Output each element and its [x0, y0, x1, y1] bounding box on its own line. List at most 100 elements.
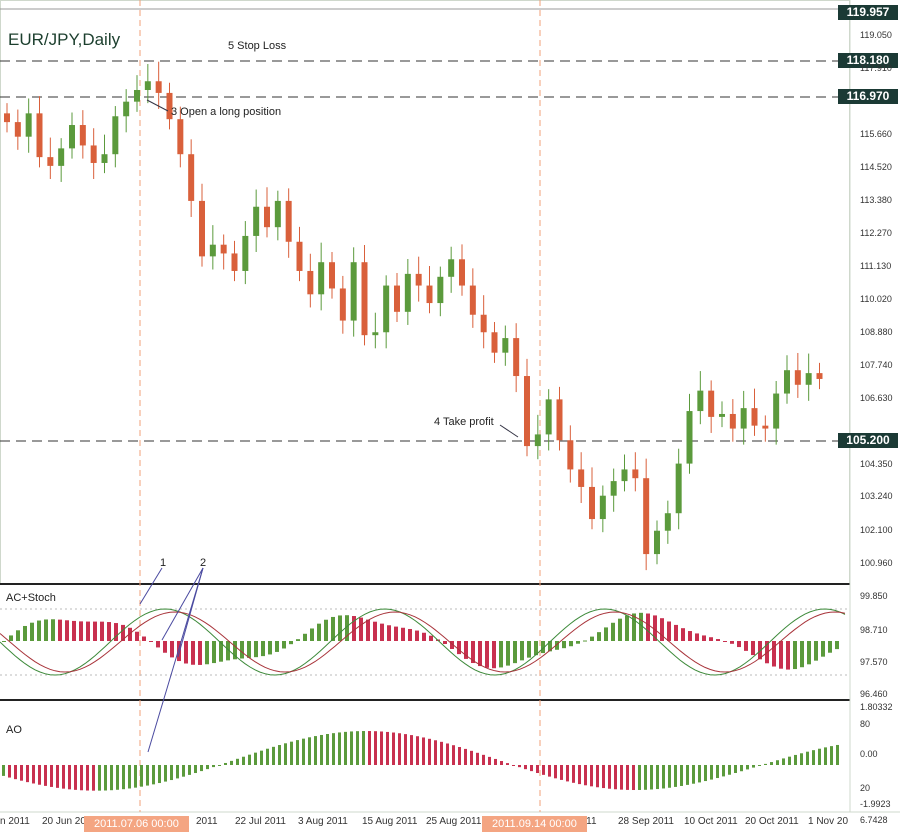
ao-bar	[356, 731, 359, 765]
ac-stoch-tick-label: 97.570	[860, 657, 888, 667]
ac-bar	[499, 641, 503, 668]
date-tick-label: 25 Aug 2011	[426, 816, 482, 827]
ac-bar	[317, 623, 321, 641]
ao-bar	[560, 765, 563, 780]
ac-bar	[394, 626, 398, 641]
ao-bar	[638, 765, 641, 790]
price-tick-label: 115.660	[860, 128, 892, 139]
ao-bar	[548, 765, 551, 777]
price-tick-label: 117.910	[860, 63, 892, 74]
ao-bar	[278, 745, 281, 765]
ao-bar	[416, 736, 419, 765]
annotation-open-long: 3 Open a long position	[171, 106, 282, 118]
ao-bar	[26, 765, 29, 783]
ac-bar	[345, 615, 349, 641]
candle-down	[589, 486, 595, 520]
ac-bar	[597, 632, 601, 641]
ao-bar	[248, 754, 251, 765]
ao-bar	[374, 731, 377, 765]
ao-bar	[20, 765, 23, 781]
candle-up	[534, 434, 541, 447]
ao-bar	[728, 765, 731, 775]
annotation-take-profit: 4 Take profit	[434, 416, 494, 428]
ac-bar	[569, 641, 573, 647]
ac-bar	[93, 621, 97, 641]
ao-bar	[698, 765, 701, 783]
ao-bar	[764, 763, 767, 765]
ao-bar	[494, 758, 497, 765]
ac-bar	[191, 641, 195, 665]
ac-bar	[149, 641, 153, 642]
ao-bar	[692, 765, 695, 784]
candle-down	[329, 262, 335, 289]
ac-bar	[9, 635, 13, 641]
ac-bar	[387, 625, 391, 641]
ac-bar	[835, 641, 839, 650]
candle-up	[58, 148, 65, 166]
candle-down	[632, 469, 639, 479]
ac-bar	[44, 619, 48, 641]
ao-bar	[626, 765, 629, 790]
ac-bar	[240, 641, 244, 659]
ac-bar	[639, 612, 643, 641]
ao-bar	[608, 765, 611, 789]
ao-bar	[566, 765, 569, 782]
ac-bar	[23, 625, 27, 641]
ac-bar	[338, 615, 342, 641]
ac-bar	[114, 623, 118, 641]
date-tick-label: 1 Nov 20	[808, 816, 849, 827]
ao-bar	[62, 765, 65, 789]
ao-bar	[398, 733, 401, 765]
ac-bar	[212, 641, 216, 664]
price-tick-label: 113.380	[860, 195, 892, 206]
ac-bar	[100, 621, 104, 641]
ao-bar	[686, 765, 689, 785]
price-badge-open: 116.970	[838, 89, 898, 104]
ac-bar	[632, 613, 636, 641]
ao-bar	[746, 765, 749, 770]
ao-bar	[656, 765, 659, 790]
ao-bar	[50, 765, 53, 787]
ac-bar	[702, 635, 706, 641]
candle-up	[448, 259, 455, 277]
ao-bar	[458, 747, 461, 765]
ao-bar	[110, 765, 113, 791]
ac-bar	[177, 641, 181, 662]
ao-bar	[14, 765, 17, 780]
date-tick-label: 15 Aug 2011	[362, 816, 418, 827]
ao-bar	[662, 765, 665, 789]
ac-bar	[324, 619, 328, 641]
candle-up	[773, 393, 780, 429]
ao-bar	[770, 762, 773, 765]
ac-bar	[660, 618, 664, 641]
ao-bar	[644, 765, 647, 790]
chart-title: EUR/JPY,Daily	[8, 30, 121, 49]
ao-bar	[410, 735, 413, 765]
ac-bar	[163, 641, 167, 653]
ao-bar	[710, 765, 713, 780]
ao-bar	[752, 765, 755, 768]
candle-up	[697, 390, 704, 412]
candle-up	[545, 399, 552, 435]
candle-up	[383, 285, 390, 333]
ao-bar	[254, 752, 257, 765]
ac-bar	[779, 641, 783, 669]
ac-bar	[156, 641, 160, 648]
price-tick-label: 104.350	[860, 459, 893, 470]
ac-bar	[366, 619, 370, 641]
ac-bar	[786, 641, 790, 670]
candle-down	[339, 288, 346, 321]
ac-bar	[37, 620, 41, 641]
ac-bar	[737, 641, 741, 648]
ac-bar	[604, 627, 608, 641]
date-tick-label: 2011	[196, 816, 218, 827]
ao-bar	[272, 746, 275, 765]
arrow-2c	[147, 567, 204, 753]
ao-bar	[602, 765, 605, 789]
price-tick-label: 114.520	[860, 162, 892, 173]
price-tick-label: 108.880	[860, 326, 893, 337]
ac-bar	[450, 641, 454, 649]
ac-bar	[828, 641, 832, 653]
ao-bar	[158, 765, 161, 784]
